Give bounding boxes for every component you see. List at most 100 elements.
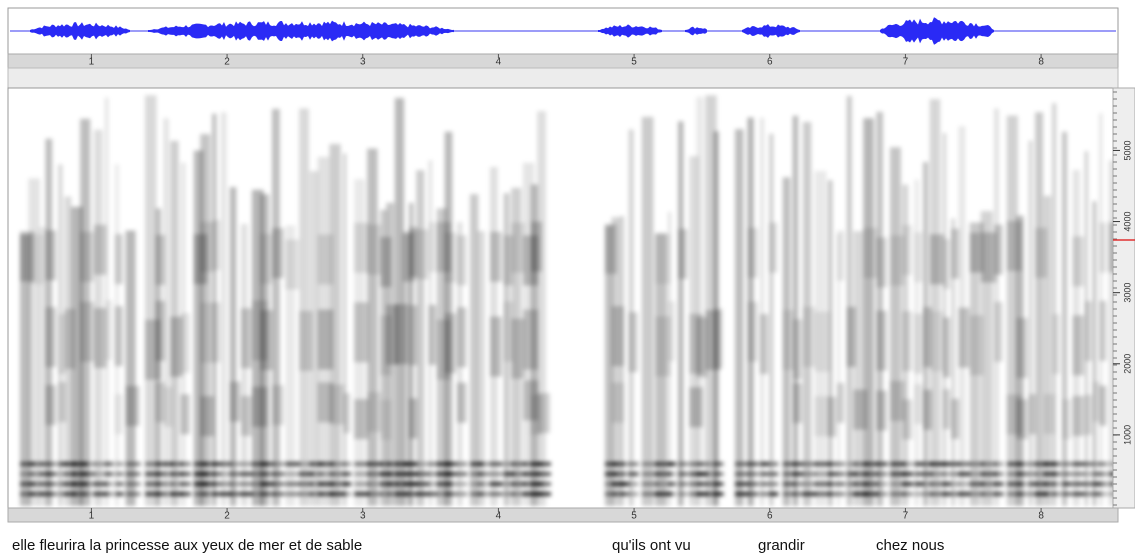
harmonic: [408, 472, 419, 476]
harmonic: [994, 472, 1004, 476]
harmonic: [678, 472, 689, 476]
time-tick-label: 4: [496, 511, 502, 522]
time-tick-label: 3: [360, 57, 366, 68]
harmonic: [354, 482, 370, 486]
harmonic: [1035, 472, 1049, 476]
harmonic: [170, 472, 184, 476]
formant: [1099, 300, 1107, 361]
harmonic: [619, 462, 630, 466]
formant: [45, 385, 57, 426]
frequency-tick-label: 5000: [1122, 140, 1132, 160]
formant: [380, 237, 392, 288]
formant: [914, 384, 923, 425]
energy-column: [20, 234, 31, 506]
frequency-tick-label: 4000: [1122, 212, 1132, 232]
formant: [696, 317, 708, 378]
harmonic: [93, 472, 108, 476]
harmonic: [1016, 492, 1029, 496]
harmonic: [428, 462, 438, 466]
time-tick-label: 8: [1038, 57, 1044, 68]
formant: [942, 317, 951, 378]
harmonic: [994, 462, 1004, 466]
harmonic: [1016, 462, 1029, 466]
harmonic: [220, 462, 232, 466]
energy-column: [394, 97, 405, 507]
formant: [530, 394, 542, 435]
harmonic: [1028, 492, 1038, 496]
formant: [1084, 301, 1092, 362]
harmonic: [145, 462, 162, 466]
formant: [114, 394, 123, 435]
harmonic: [163, 482, 174, 486]
formant: [814, 396, 831, 437]
harmonic: [876, 462, 889, 466]
formant: [1028, 394, 1037, 435]
harmonic: [386, 462, 400, 466]
harmonic: [769, 472, 779, 476]
harmonic: [853, 472, 869, 476]
energy-column: [309, 171, 319, 506]
harmonic: [180, 472, 191, 476]
energy-column: [343, 153, 347, 507]
harmonic: [696, 462, 709, 466]
harmonic: [951, 482, 961, 486]
time-tick-label: 5: [631, 57, 637, 68]
harmonic: [958, 492, 971, 496]
harmonic: [914, 482, 924, 486]
harmonic: [1035, 492, 1049, 496]
harmonic: [38, 462, 52, 466]
harmonic: [229, 492, 242, 496]
harmonic: [64, 462, 77, 466]
formant: [444, 313, 457, 374]
formant: [511, 318, 526, 379]
axes: 1 1 2 2 3 3 4 4 5 5 6 6 7 7 8 8 1000 2000 3000 4000 5000: [89, 54, 1135, 522]
harmonic: [837, 462, 846, 466]
energy-column: [1062, 131, 1068, 507]
harmonic: [837, 492, 846, 496]
harmonic: [853, 492, 869, 496]
energy-column: [1092, 201, 1096, 506]
transcript-segment: elle fleurira la princesse aux yeux de m…: [12, 537, 362, 554]
harmonic: [163, 472, 174, 476]
harmonic: [299, 472, 314, 476]
harmonic: [929, 472, 946, 476]
harmonic: [317, 482, 335, 486]
formant: [923, 307, 932, 368]
harmonic: [229, 472, 242, 476]
harmonic: [271, 472, 285, 476]
harmonic: [1084, 462, 1093, 466]
formant: [511, 222, 526, 273]
formant: [942, 238, 951, 289]
harmonic: [200, 472, 216, 476]
harmonic: [477, 472, 490, 476]
formant: [713, 308, 723, 369]
formant: [114, 234, 123, 285]
harmonic: [735, 462, 749, 466]
harmonic: [200, 482, 216, 486]
formant: [240, 395, 252, 436]
harmonic: [457, 462, 468, 466]
harmonic: [212, 482, 222, 486]
harmonic: [180, 482, 191, 486]
formant: [354, 302, 369, 363]
harmonic: [914, 472, 924, 476]
harmonic: [814, 462, 832, 466]
harmonic: [93, 462, 108, 466]
formant: [317, 382, 334, 423]
harmonic: [299, 482, 314, 486]
harmonic: [1092, 462, 1101, 466]
energy-column: [929, 99, 941, 506]
formant: [1016, 317, 1028, 378]
harmonic: [511, 482, 527, 486]
harmonic: [802, 492, 817, 496]
harmonic: [240, 492, 253, 496]
harmonic: [80, 462, 96, 466]
formant: [969, 315, 984, 376]
formant: [914, 232, 923, 283]
harmonic: [902, 462, 914, 466]
time-tick-label: 1: [89, 511, 95, 522]
harmonic: [530, 482, 543, 486]
harmonic: [490, 472, 503, 476]
harmonic: [470, 492, 484, 496]
harmonic: [611, 482, 626, 486]
